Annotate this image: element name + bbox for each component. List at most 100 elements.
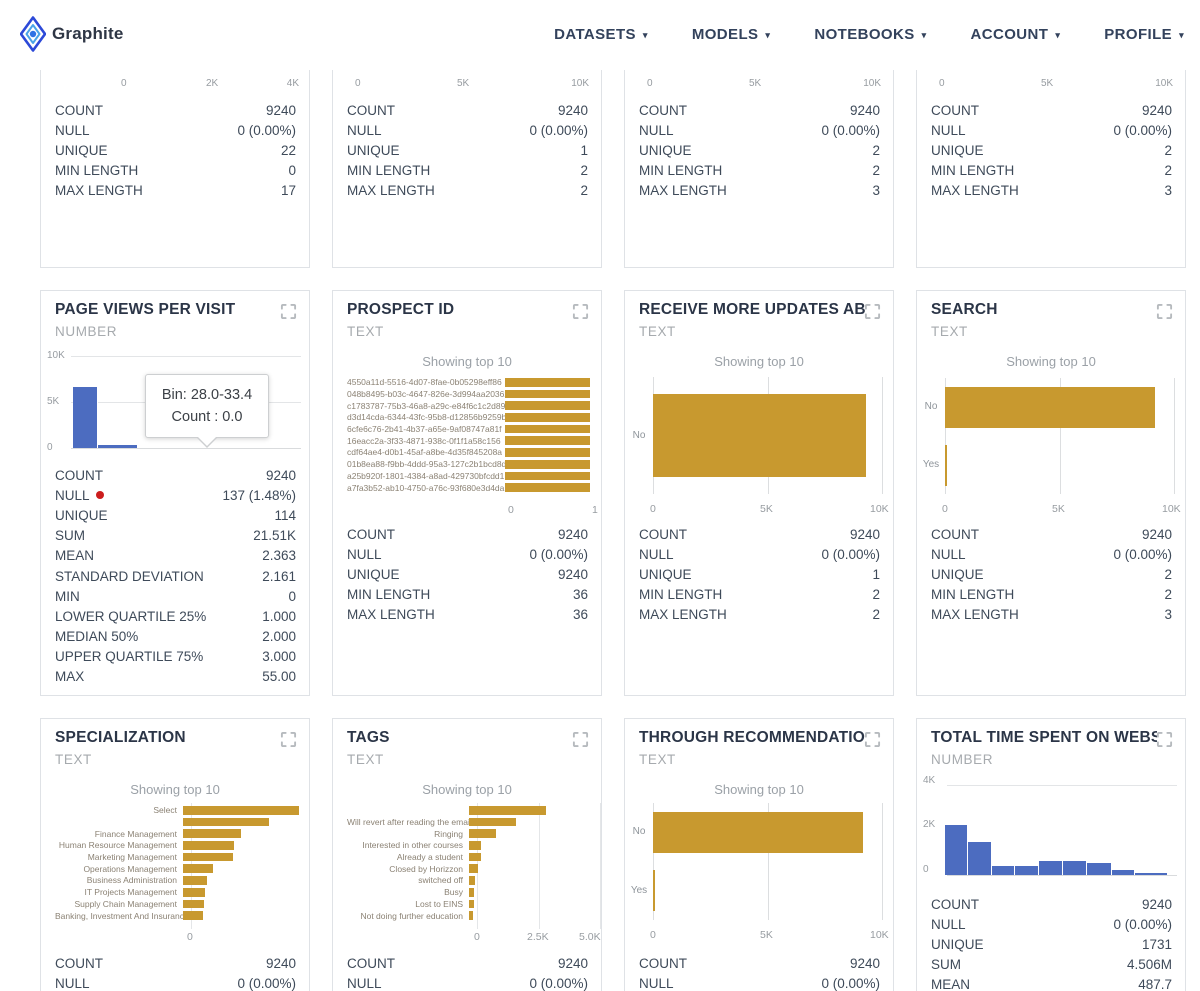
bar[interactable] [505, 401, 590, 411]
stat-value: 9240 [265, 102, 296, 118]
expand-icon[interactable] [1156, 303, 1173, 320]
axis-tick: 0 [647, 78, 653, 89]
showing-top-label: Showing top 10 [714, 782, 804, 797]
bar[interactable] [469, 852, 481, 862]
bar[interactable] [183, 899, 204, 909]
histogram-bar[interactable] [1135, 873, 1168, 875]
stat-row: MIN 0 [55, 586, 296, 606]
bar[interactable] [945, 387, 1155, 428]
stat-label: UNIQUE [347, 566, 400, 582]
stat-row: MAX LENGTH 36 [347, 605, 588, 625]
bar-row: 16eacc2a-3f33-4871-938c-0f1f1a58c156 [347, 436, 593, 446]
histogram-bar[interactable] [1112, 870, 1135, 875]
stat-value: 2 [1164, 587, 1172, 603]
bar-row: Human Resource Management [55, 840, 301, 850]
histogram-bar[interactable] [945, 825, 968, 875]
chevron-down-icon: ▾ [921, 29, 927, 40]
stat-value: 1 [580, 142, 588, 158]
histogram-bar[interactable] [73, 387, 98, 448]
x-tick: 10K [870, 503, 889, 515]
histogram-bar[interactable] [1087, 863, 1112, 875]
stat-label: SUM [931, 957, 961, 973]
expand-icon[interactable] [572, 731, 589, 748]
bar[interactable] [183, 817, 269, 827]
bar[interactable] [653, 394, 866, 477]
bar-label: d3d14cda-6344-43fc-95b8-d12856b9259b [347, 412, 505, 423]
expand-icon[interactable] [280, 731, 297, 748]
column-card-partial-4: 0 5K 10K COUNT 9240 NULL 0 (0.00%) UNIQUE 2 MI… [916, 70, 1186, 268]
stats-list: COUNT 9240 NULL 0 (0.00%) UNIQUE 9240 MIN LENG… [347, 524, 588, 625]
stat-row: UNIQUE 2 [931, 564, 1172, 584]
nav-models[interactable]: MODELS ▾ [692, 26, 771, 43]
stat-label: MEDIAN 50% [55, 629, 139, 645]
bar[interactable] [469, 806, 546, 815]
column-card-partial-2: 0 5K 10K COUNT 9240 NULL 0 (0.00%) UNIQUE 1 MI… [332, 70, 602, 268]
stat-label: UNIQUE [931, 142, 984, 158]
stat-value: 9240 [265, 467, 296, 483]
bar[interactable] [183, 864, 213, 874]
bar[interactable] [945, 445, 947, 486]
bar[interactable] [183, 887, 205, 897]
bar[interactable] [505, 413, 590, 422]
bar[interactable] [505, 389, 590, 399]
nav-account[interactable]: ACCOUNT ▾ [971, 26, 1061, 43]
bar[interactable] [469, 817, 516, 827]
bar[interactable] [469, 864, 478, 874]
bar[interactable] [505, 448, 590, 457]
stat-label: STANDARD DEVIATION [55, 568, 204, 584]
stat-label: COUNT [55, 467, 103, 483]
expand-icon[interactable] [280, 303, 297, 320]
stat-value: 2 [580, 163, 588, 179]
stat-label: UNIQUE [639, 566, 692, 582]
histogram-bar[interactable] [1039, 861, 1063, 875]
expand-icon[interactable] [572, 303, 589, 320]
bar[interactable] [469, 876, 475, 885]
bar[interactable] [469, 899, 474, 909]
bar[interactable] [469, 841, 481, 850]
stat-value: 0 (0.00%) [237, 122, 296, 138]
bar[interactable] [653, 812, 863, 853]
bar[interactable] [183, 829, 241, 839]
bar[interactable] [505, 483, 590, 492]
card-search: SEARCH TEXT Showing top 10 No Yes 0 5K 10… [916, 290, 1186, 696]
nav-profile[interactable]: PROFILE ▾ [1104, 26, 1184, 43]
stat-value: 3.000 [262, 649, 296, 665]
stat-label: MEAN [931, 977, 971, 991]
histogram-bar[interactable] [98, 445, 138, 448]
bar-label: Closed by Horizzon [389, 863, 463, 874]
nav-notebooks[interactable]: NOTEBOOKS ▾ [814, 26, 926, 43]
bar[interactable] [469, 911, 473, 920]
histogram-bar[interactable] [1063, 861, 1087, 875]
bar[interactable] [505, 378, 590, 387]
showing-top-label: Showing top 10 [422, 782, 512, 797]
expand-icon[interactable] [864, 303, 881, 320]
stat-row: MAX 55.00 [55, 667, 296, 687]
bar[interactable] [469, 887, 474, 897]
stat-value: 0 (0.00%) [237, 975, 296, 991]
stat-row: MAX LENGTH 3 [639, 181, 880, 201]
chart-tooltip: Bin: 28.0-33.4 Count : 0.0 [145, 374, 269, 448]
bar[interactable] [183, 806, 299, 815]
histogram-bar[interactable] [1015, 866, 1039, 875]
brand[interactable]: Graphite [20, 16, 124, 52]
histogram-bar[interactable] [968, 842, 992, 875]
bar[interactable] [505, 459, 590, 469]
stats-list: COUNT 9240 NULL 0 (0.00%) [639, 953, 880, 991]
expand-icon[interactable] [1156, 731, 1173, 748]
histogram-bar[interactable] [992, 866, 1015, 875]
bar[interactable] [183, 876, 207, 885]
bar-label: Business Administration [86, 875, 177, 886]
bar[interactable] [469, 829, 496, 839]
nav-datasets[interactable]: DATASETS ▾ [554, 26, 648, 43]
bar[interactable] [505, 424, 590, 434]
column-type: TEXT [931, 324, 968, 339]
bar[interactable] [183, 852, 233, 862]
stat-label: NULL [55, 975, 90, 991]
bar[interactable] [183, 911, 203, 920]
bar[interactable] [653, 870, 655, 911]
expand-icon[interactable] [864, 731, 881, 748]
bar[interactable] [505, 436, 590, 446]
y-tick: 0 [923, 864, 929, 875]
bar[interactable] [505, 471, 590, 481]
bar[interactable] [183, 841, 234, 850]
